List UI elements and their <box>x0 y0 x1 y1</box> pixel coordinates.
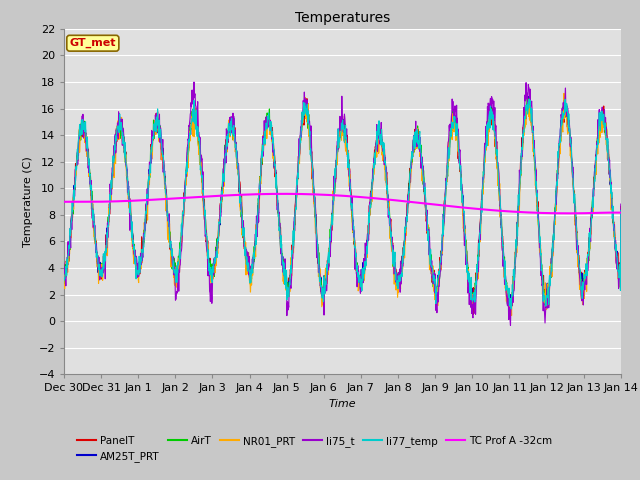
TC Prof A -32cm <box>126 198 134 204</box>
AirT <box>308 154 316 160</box>
AirT <box>617 212 625 218</box>
TC Prof A -32cm <box>617 210 625 216</box>
NR01_PRT <box>126 200 134 206</box>
li75_t <box>318 289 326 295</box>
li77_temp <box>508 306 515 312</box>
NR01_PRT <box>318 304 326 310</box>
li77_temp <box>103 230 111 236</box>
NR01_PRT <box>308 162 316 168</box>
AM25T_PRT <box>617 207 625 213</box>
NR01_PRT <box>377 129 385 135</box>
li77_temp <box>617 207 625 213</box>
Line: AirT: AirT <box>64 94 621 312</box>
Line: PanelT: PanelT <box>64 98 621 315</box>
li75_t <box>190 79 198 85</box>
AM25T_PRT <box>126 197 134 203</box>
NR01_PRT <box>617 218 625 224</box>
PanelT <box>308 176 316 182</box>
PanelT <box>303 96 311 101</box>
Line: NR01_PRT: NR01_PRT <box>64 93 621 315</box>
AirT <box>524 91 531 97</box>
li75_t <box>297 124 305 130</box>
TC Prof A -32cm <box>318 192 326 198</box>
AirT <box>60 281 68 287</box>
li75_t <box>126 228 134 233</box>
li77_temp <box>318 285 326 290</box>
PanelT <box>103 234 111 240</box>
li77_temp <box>377 142 385 148</box>
AirT <box>126 206 134 212</box>
AirT <box>505 309 513 314</box>
PanelT <box>318 291 326 297</box>
TC Prof A -32cm <box>280 191 288 197</box>
Title: Temperatures: Temperatures <box>295 11 390 25</box>
NR01_PRT <box>560 90 568 96</box>
AM25T_PRT <box>524 94 532 99</box>
AM25T_PRT <box>542 305 550 311</box>
TC Prof A -32cm <box>103 199 111 204</box>
PanelT <box>617 204 625 209</box>
li75_t <box>60 260 68 266</box>
AM25T_PRT <box>296 137 304 143</box>
TC Prof A -32cm <box>564 210 572 216</box>
TC Prof A -32cm <box>60 199 68 204</box>
li75_t <box>617 201 625 207</box>
Y-axis label: Temperature (C): Temperature (C) <box>23 156 33 247</box>
AM25T_PRT <box>318 287 326 293</box>
NR01_PRT <box>296 138 304 144</box>
AirT <box>103 235 111 241</box>
TC Prof A -32cm <box>308 192 316 197</box>
li77_temp <box>126 210 134 216</box>
li77_temp <box>525 96 533 102</box>
li77_temp <box>308 158 316 164</box>
AM25T_PRT <box>308 162 316 168</box>
AM25T_PRT <box>377 138 385 144</box>
Line: li75_t: li75_t <box>64 82 621 325</box>
Legend: PanelT, AM25T_PRT, AirT, NR01_PRT, li75_t, li77_temp, TC Prof A -32cm: PanelT, AM25T_PRT, AirT, NR01_PRT, li75_… <box>73 432 556 466</box>
NR01_PRT <box>103 230 111 236</box>
AM25T_PRT <box>103 233 111 239</box>
NR01_PRT <box>508 312 515 318</box>
TC Prof A -32cm <box>378 196 385 202</box>
li75_t <box>378 120 385 125</box>
PanelT <box>296 132 304 138</box>
AirT <box>296 139 304 144</box>
AirT <box>318 284 326 289</box>
Text: GT_met: GT_met <box>70 38 116 48</box>
X-axis label: Time: Time <box>328 399 356 409</box>
AM25T_PRT <box>60 269 68 275</box>
PanelT <box>126 196 134 202</box>
NR01_PRT <box>60 282 68 288</box>
li75_t <box>103 233 111 239</box>
PanelT <box>378 127 385 132</box>
Line: TC Prof A -32cm: TC Prof A -32cm <box>64 194 621 213</box>
Line: li77_temp: li77_temp <box>64 99 621 309</box>
li77_temp <box>296 135 304 141</box>
li75_t <box>308 165 316 170</box>
li75_t <box>507 323 515 328</box>
PanelT <box>469 312 477 318</box>
Line: AM25T_PRT: AM25T_PRT <box>64 96 621 308</box>
TC Prof A -32cm <box>297 191 305 197</box>
li77_temp <box>60 278 68 284</box>
PanelT <box>60 269 68 275</box>
AirT <box>377 138 385 144</box>
